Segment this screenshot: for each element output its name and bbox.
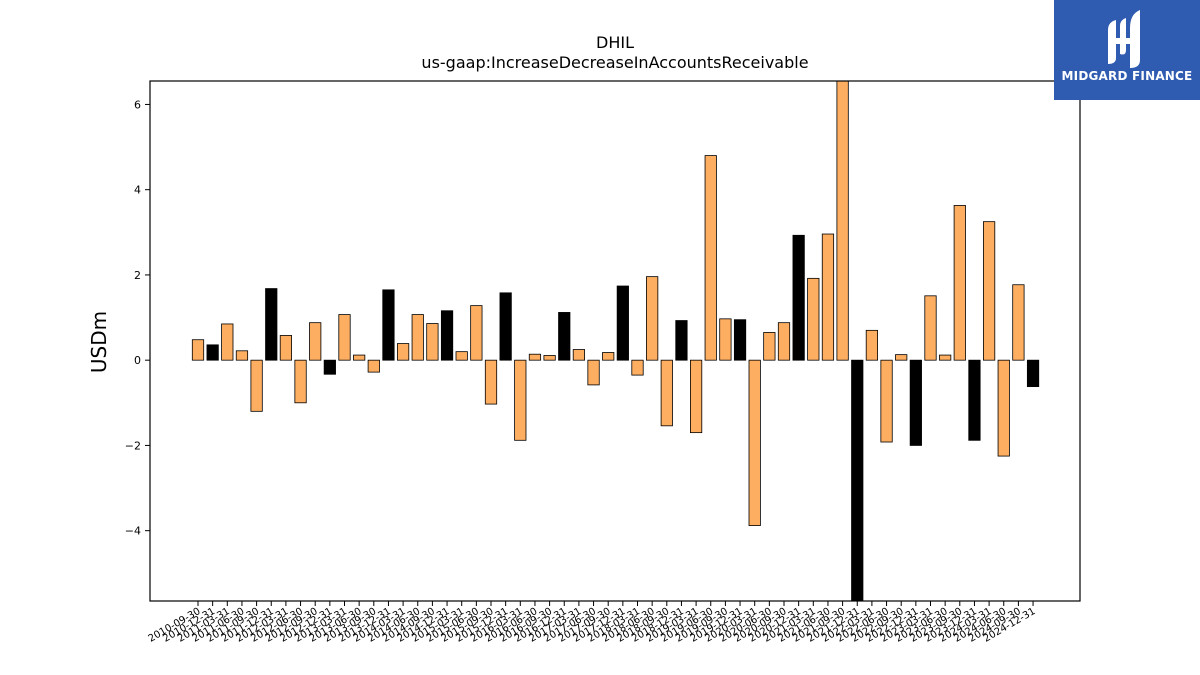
bar-2014-09-30 — [426, 323, 439, 361]
y-axis: −4 −2 0 2 4 6 — [125, 98, 150, 538]
bar-2013-03-31 — [338, 314, 351, 361]
bar-2020-09-30 — [777, 322, 791, 361]
y-tick-label: 0 — [134, 354, 141, 367]
bar-2021-12-31 — [851, 359, 864, 602]
bar-2018-09-30 — [660, 359, 673, 427]
y-tick-label: −4 — [125, 525, 141, 538]
bar-2019-06-30 — [704, 155, 717, 361]
bar-2023-12-31 — [968, 359, 981, 441]
bar-2013-06-30 — [353, 354, 366, 361]
bar-2017-09-30 — [602, 352, 615, 361]
bar-2017-12-31 — [616, 285, 629, 361]
bar-2024-09-30 — [1012, 284, 1025, 361]
bar-2013-09-30 — [367, 359, 380, 373]
bar-2022-06-30 — [880, 359, 893, 443]
logo-text: MIDGARD FINANCE — [1061, 69, 1193, 83]
bar-2023-09-30 — [953, 205, 966, 361]
bar-2017-03-31 — [572, 349, 586, 361]
bar-2010-12-31 — [206, 344, 219, 361]
bar-2019-09-30 — [719, 318, 732, 361]
bar-2018-06-30 — [646, 276, 659, 361]
y-tick-label: 6 — [134, 98, 141, 111]
bar-2023-03-31 — [924, 295, 937, 361]
bar-2014-06-30 — [411, 314, 424, 361]
bar-2016-09-30 — [543, 355, 556, 361]
y-tick-label: −2 — [125, 439, 141, 452]
bar-2012-09-30 — [309, 322, 322, 361]
bar-2020-12-31 — [792, 234, 805, 361]
bar-2011-06-30 — [235, 350, 249, 361]
bar-2019-12-31 — [733, 319, 747, 361]
bar-2021-09-30 — [836, 80, 849, 361]
bar-2012-03-31 — [279, 335, 293, 361]
y-tick-label: 4 — [134, 184, 141, 197]
midgard-finance-logo: MIDGARD FINANCE — [1054, 0, 1200, 100]
bar-2015-03-31 — [455, 351, 468, 361]
bar-2019-03-31 — [690, 359, 703, 434]
bar-2016-03-31 — [514, 359, 527, 441]
y-axis-label: USDm — [87, 311, 111, 373]
bar-2021-03-31 — [807, 277, 820, 361]
bar-2011-03-31 — [221, 323, 234, 361]
x-axis: 2010-09-302010-12-312011-03-312011-06-30… — [147, 601, 1038, 645]
bar-2012-06-30 — [294, 359, 307, 404]
bar-2020-03-31 — [748, 359, 761, 526]
bar-2021-06-30 — [821, 233, 835, 361]
y-tick-label: 2 — [134, 269, 141, 282]
bar-2022-09-30 — [895, 354, 908, 361]
bar-2013-12-31 — [382, 289, 395, 361]
chart-subtitle: us-gaap:IncreaseDecreaseInAccountsReceiv… — [421, 53, 808, 72]
bar-2012-12-31 — [323, 359, 336, 375]
bar-2014-03-31 — [396, 343, 410, 361]
bar-2024-12-31 — [1026, 359, 1040, 388]
midgard-logo-icon — [1108, 10, 1140, 68]
bar-2010-09-30 — [191, 339, 205, 361]
plot-frame — [149, 80, 1081, 602]
bar-2015-06-30 — [470, 305, 483, 361]
bar-2020-06-30 — [763, 332, 776, 361]
chart-title: DHIL — [596, 33, 634, 52]
bar-2017-06-30 — [587, 359, 600, 386]
bar-2011-12-31 — [265, 288, 278, 361]
bar-2022-12-31 — [909, 359, 922, 446]
bars-layer — [191, 80, 1040, 602]
bar-2018-12-31 — [675, 320, 688, 361]
bar-2011-09-30 — [250, 359, 263, 412]
bar-2024-03-31 — [983, 221, 996, 361]
bar-2016-06-30 — [528, 353, 542, 361]
bar-2016-12-31 — [558, 312, 571, 361]
bar-2018-03-31 — [631, 359, 644, 376]
bar-2024-06-30 — [997, 359, 1010, 457]
bar-2014-12-31 — [440, 310, 454, 361]
bar-2023-06-30 — [939, 354, 952, 361]
bar-2015-12-31 — [499, 292, 512, 361]
bar-2015-09-30 — [484, 359, 498, 405]
bar-2022-03-31 — [865, 329, 879, 361]
